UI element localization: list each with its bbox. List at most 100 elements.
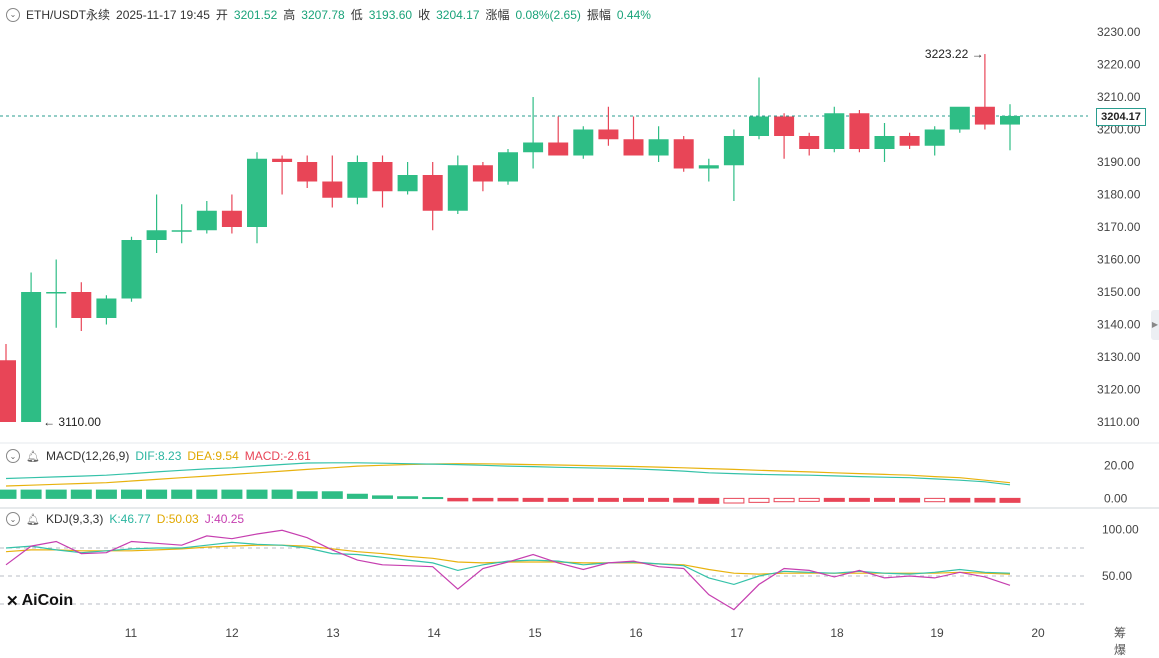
right-panel-toggle[interactable]: ▶ xyxy=(1151,310,1159,340)
kdj-k-line xyxy=(5,541,1011,586)
price-y-tick-label: 3120.00 xyxy=(1097,383,1141,397)
candle-body xyxy=(498,152,518,182)
macd-histogram-bar xyxy=(874,497,895,502)
macd-histogram-bar xyxy=(146,489,168,499)
macd-header: ⌄ 🔔︎ MACD(12,26,9) DIF:8.23 DEA:9.54 MAC… xyxy=(6,449,311,463)
change-value: 0.08%(2.65) xyxy=(515,7,581,22)
datetime-label: 2025-11-17 19:45 xyxy=(116,7,210,22)
candle-body xyxy=(196,210,217,231)
macd-histogram-bar xyxy=(648,497,670,502)
macd-histogram-bar xyxy=(45,489,67,499)
macd-name[interactable]: MACD(12,26,9) xyxy=(45,449,130,463)
candle-body xyxy=(573,129,594,156)
macd-alert-icon[interactable]: 🔔︎ xyxy=(26,450,40,463)
macd-histogram-bar xyxy=(221,489,243,499)
candle-body xyxy=(221,210,242,227)
macd-histogram-bar xyxy=(70,489,92,499)
candle-body xyxy=(372,162,393,192)
candle-body xyxy=(0,360,16,422)
macd-histogram-bar xyxy=(899,497,921,503)
candle-body xyxy=(623,139,644,156)
macd-dea-line xyxy=(5,463,1011,487)
candle-body xyxy=(723,136,744,166)
min-price-marker: ← 3110.00 xyxy=(43,415,101,429)
x-tick-label: 11 xyxy=(125,626,138,640)
macd-histogram-bar xyxy=(572,497,594,502)
price-y-tick-label: 3170.00 xyxy=(1097,220,1141,234)
aicoin-logo-text: AiCoin xyxy=(21,592,74,609)
price-y-tick-label: 3210.00 xyxy=(1097,90,1141,104)
x-tick-label: 14 xyxy=(427,626,441,640)
macd-histogram-bar xyxy=(196,489,218,499)
close-label: 收 xyxy=(418,8,431,22)
candle-body xyxy=(949,106,970,130)
macd-histogram-bar xyxy=(20,489,42,499)
candle-body xyxy=(1000,115,1020,125)
macd-histogram-bar xyxy=(0,489,17,499)
candle-body xyxy=(247,158,267,227)
candle-body xyxy=(46,292,67,294)
kdj-j: J:40.25 xyxy=(204,512,245,526)
candle-body xyxy=(598,129,619,140)
candle-body xyxy=(673,139,694,169)
candle-body xyxy=(71,292,92,318)
price-y-tick-label: 3140.00 xyxy=(1097,318,1141,332)
macd-histogram-bar xyxy=(271,489,293,499)
price-y-tick-label: 3150.00 xyxy=(1097,285,1141,299)
macd-histogram-bar xyxy=(95,489,117,499)
macd-histogram-bar xyxy=(246,489,268,499)
macd-histogram-bar xyxy=(974,497,996,503)
low-value: 3193.60 xyxy=(368,7,413,22)
high-label: 高 xyxy=(283,8,296,22)
candle-body xyxy=(899,136,920,146)
candle-body xyxy=(774,116,795,136)
kdj-alert-icon[interactable]: 🔔︎ xyxy=(26,513,40,526)
macd-histogram-bar xyxy=(723,497,745,504)
price-y-tick-label: 3160.00 xyxy=(1097,253,1141,267)
candle-body xyxy=(272,158,293,162)
macd-histogram-bar xyxy=(321,491,343,499)
kdj-name[interactable]: KDJ(9,3,3) xyxy=(45,512,104,526)
price-y-tick-label: 3130.00 xyxy=(1097,350,1141,364)
candle-body xyxy=(472,165,493,182)
high-value: 3207.78 xyxy=(301,7,345,22)
macd-histogram-bar xyxy=(949,497,971,503)
price-y-tick-label: 3110.00 xyxy=(1097,415,1140,429)
price-y-tick-label: 3180.00 xyxy=(1097,188,1141,202)
candle-body xyxy=(749,116,769,136)
corner-tools[interactable]: 筹 爆 xyxy=(1114,626,1133,657)
candle-body xyxy=(974,106,995,125)
kdj-collapse-icon[interactable]: ⌄ xyxy=(6,512,20,526)
candle-body xyxy=(121,240,142,299)
x-tick-label: 17 xyxy=(730,626,744,640)
macd-histogram-bar xyxy=(121,489,142,499)
candle-body xyxy=(698,165,719,169)
candle-body xyxy=(146,230,167,240)
candle-body xyxy=(824,113,845,149)
candle-body xyxy=(548,142,569,156)
candle-body xyxy=(171,230,192,232)
collapse-icon[interactable]: ⌄ xyxy=(6,7,20,22)
macd-histogram-bar xyxy=(823,497,845,502)
candle-body xyxy=(799,136,820,149)
x-tick-label: 13 xyxy=(326,626,340,640)
macd-collapse-icon[interactable]: ⌄ xyxy=(6,449,20,463)
macd-histogram-bar xyxy=(623,497,644,502)
macd-histogram-bar xyxy=(171,489,193,499)
kdj-y-tick-label: 100.00 xyxy=(1102,522,1139,536)
candle-body xyxy=(21,292,42,422)
candle-body xyxy=(297,162,318,182)
x-tick-label: 15 xyxy=(528,626,542,640)
macd-histogram-bar xyxy=(798,497,820,502)
macd-histogram-bar xyxy=(547,497,569,502)
open-value: 3201.52 xyxy=(233,7,278,22)
low-label: 低 xyxy=(350,8,363,22)
macd-y-tick-label: 20.00 xyxy=(1104,458,1134,472)
macd-histogram-bar xyxy=(673,497,695,503)
macd-histogram-bar xyxy=(748,497,770,503)
price-header: ⌄ ETH/USDT永续 2025-11-17 19:45 开 3201.52 高… xyxy=(6,6,651,23)
kdj-d-line xyxy=(5,544,1011,575)
aicoin-logo-icon: ✕ xyxy=(6,593,19,610)
macd-dif: DIF:8.23 xyxy=(135,449,182,463)
